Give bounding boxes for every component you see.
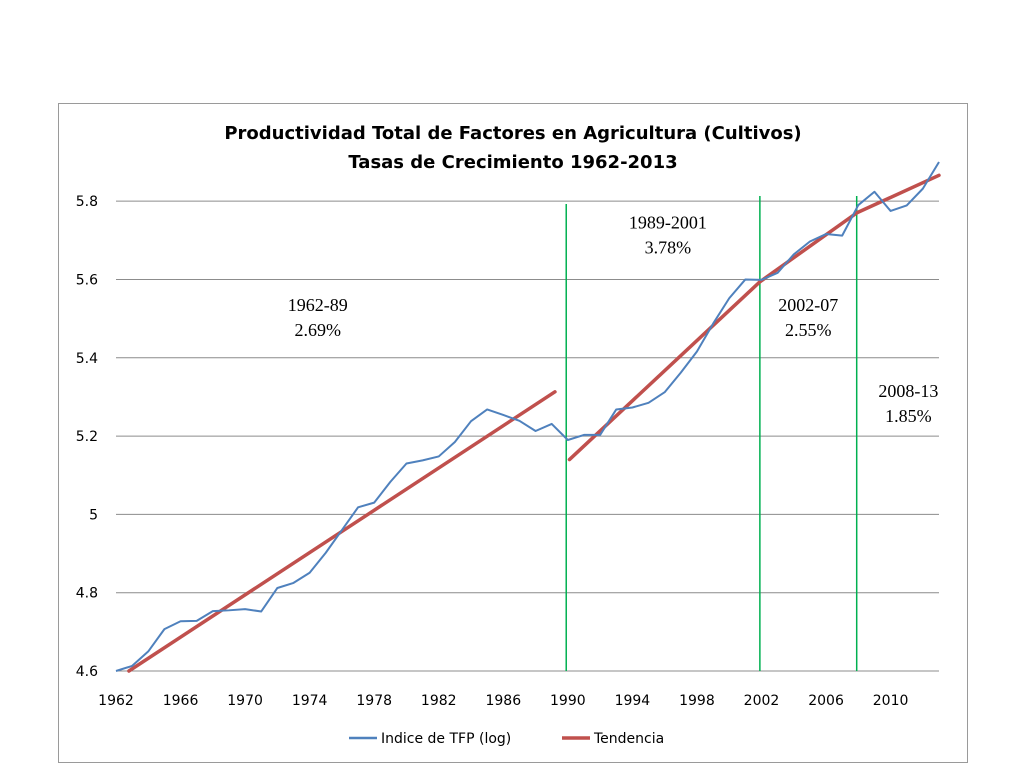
y-tick-label-1: 4.8 xyxy=(76,586,98,602)
x-tick-label-5: 1982 xyxy=(421,693,457,709)
y-tick-label-3: 5.2 xyxy=(76,429,98,445)
x-axis-ticks: 1962 1966 1970 1974 1978 1982 1986 1990 1994 1998… xyxy=(98,693,908,709)
annotation-rate-1: 3.78% xyxy=(645,238,692,258)
line-chart: Productividad Total de Factores en Agric… xyxy=(76,123,941,747)
annotation-period-2: 2002-07 xyxy=(778,295,838,315)
chart-frame: Productividad Total de Factores en Agric… xyxy=(58,103,968,763)
grid-lines xyxy=(116,200,939,672)
y-tick-label-4: 5.4 xyxy=(76,351,98,367)
annotation-period-0: 1962-89 xyxy=(288,295,348,315)
x-tick-label-3: 1974 xyxy=(292,693,328,709)
x-tick-label-10: 2002 xyxy=(744,693,780,709)
trend-segment-1 xyxy=(567,280,762,462)
y-axis-ticks: 4.6 4.8 5 5.2 5.4 5.6 5.8 xyxy=(76,194,98,680)
annotation-period-3: 2008-13 xyxy=(878,381,938,401)
annotation-rate-0: 2.69% xyxy=(294,320,341,340)
chart-title-line1: Productividad Total de Factores en Agric… xyxy=(224,123,801,144)
legend: Indice de TFP (log) Tendencia xyxy=(349,731,664,747)
series-line-tfp xyxy=(115,161,940,672)
x-tick-label-9: 1998 xyxy=(679,693,715,709)
legend-label-tfp: Indice de TFP (log) xyxy=(381,731,511,747)
y-tick-label-0: 4.6 xyxy=(76,664,98,680)
annotations: 1962-89 2.69% 1989-2001 3.78% 2002-07 2.55% 20… xyxy=(288,213,939,426)
x-tick-label-12: 2010 xyxy=(873,693,909,709)
annotation-rate-2: 2.55% xyxy=(785,320,832,340)
annotation-period-1: 1989-2001 xyxy=(629,213,707,233)
x-tick-label-1: 1966 xyxy=(163,693,199,709)
x-tick-label-0: 1962 xyxy=(98,693,134,709)
annotation-rate-3: 1.85% xyxy=(885,406,932,426)
chart-title-line2: Tasas de Crecimiento 1962-2013 xyxy=(348,152,677,173)
series xyxy=(115,161,941,673)
vertical-markers xyxy=(565,196,858,671)
x-tick-label-11: 2006 xyxy=(808,693,844,709)
legend-label-tendencia: Tendencia xyxy=(593,731,664,747)
x-tick-label-2: 1970 xyxy=(227,693,263,709)
y-tick-label-2: 5 xyxy=(89,507,98,523)
trend-segment-2 xyxy=(758,211,859,284)
trend-segment-3 xyxy=(854,173,941,215)
x-tick-label-8: 1994 xyxy=(615,693,651,709)
x-tick-label-7: 1990 xyxy=(550,693,586,709)
x-tick-label-6: 1986 xyxy=(485,693,521,709)
y-tick-label-6: 5.8 xyxy=(76,194,98,210)
y-tick-label-5: 5.6 xyxy=(76,272,98,288)
x-tick-label-4: 1978 xyxy=(356,693,392,709)
